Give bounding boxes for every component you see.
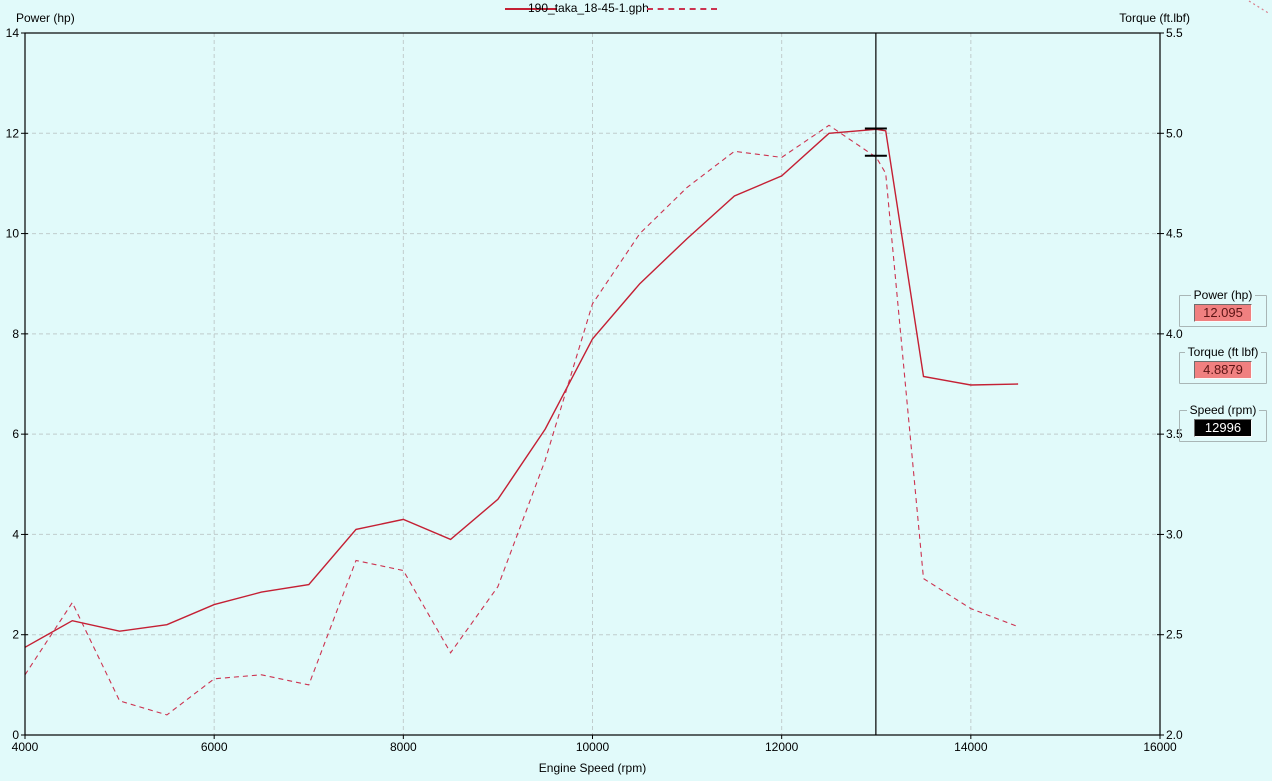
left-axis-tick-label: 8 — [12, 327, 19, 341]
torque-readout-label: Torque (ft lbf) — [1187, 345, 1259, 359]
x-axis-tick-label: 16000 — [1143, 740, 1177, 754]
speed-readout-group: Speed (rpm) 12996 — [1179, 403, 1267, 442]
right-axis-tick-label: 4.0 — [1166, 327, 1183, 341]
power-readout-value: 12.095 — [1194, 304, 1252, 322]
right-axis-tick-label: 3.5 — [1166, 427, 1183, 441]
right-axis-tick-label: 5.5 — [1166, 26, 1183, 40]
torque-readout-value: 4.8879 — [1194, 361, 1252, 379]
left-axis-tick-label: 0 — [12, 728, 19, 742]
left-axis-tick-label: 2 — [12, 628, 19, 642]
legend-file-label: 190_taka_18-45-1.gph — [528, 1, 649, 15]
legend-dashed-line-swatch — [647, 8, 717, 10]
speed-readout-value: 12996 — [1194, 419, 1252, 437]
speed-readout-label: Speed (rpm) — [1189, 403, 1257, 417]
right-axis-tick-label: 3.0 — [1166, 527, 1183, 541]
x-axis-tick-label: 12000 — [765, 740, 799, 754]
power-readout-label: Power (hp) — [1193, 288, 1253, 302]
x-axis-tick-label: 6000 — [201, 740, 228, 754]
power-curve — [24, 128, 1019, 648]
right-axis-tick-label: 5.0 — [1166, 126, 1183, 140]
power-readout-group: Power (hp) 12.095 — [1179, 288, 1267, 327]
right-axis-tick-label: 2.5 — [1166, 628, 1183, 642]
left-axis-title: Power (hp) — [16, 11, 75, 25]
legend: 190_taka_18-45-1.gph — [0, 0, 1272, 20]
plot-border — [24, 32, 1161, 736]
x-axis-title: Engine Speed (rpm) — [538, 761, 647, 775]
x-axis-tick-label: 14000 — [954, 740, 988, 754]
right-axis-tick-label: 4.5 — [1166, 227, 1183, 241]
corner-dash-artifact — [1248, 0, 1271, 15]
right-axis-title: Torque (ft.lbf) — [1119, 11, 1190, 25]
left-axis-tick-label: 10 — [6, 227, 20, 241]
right-axis-tick-label: 2.0 — [1166, 728, 1183, 742]
left-axis-tick-label: 6 — [12, 427, 19, 441]
x-axis-tick-label: 8000 — [390, 740, 417, 754]
left-axis-tick-label: 4 — [12, 527, 19, 541]
x-axis-tick-label: 10000 — [576, 740, 610, 754]
left-axis-tick-label: 12 — [6, 126, 20, 140]
left-axis-tick-label: 14 — [6, 26, 20, 40]
torque-curve — [24, 124, 1019, 716]
legend-solid-line-swatch — [505, 8, 557, 10]
x-axis-tick-label: 4000 — [12, 740, 39, 754]
torque-readout-group: Torque (ft lbf) 4.8879 — [1179, 345, 1267, 384]
